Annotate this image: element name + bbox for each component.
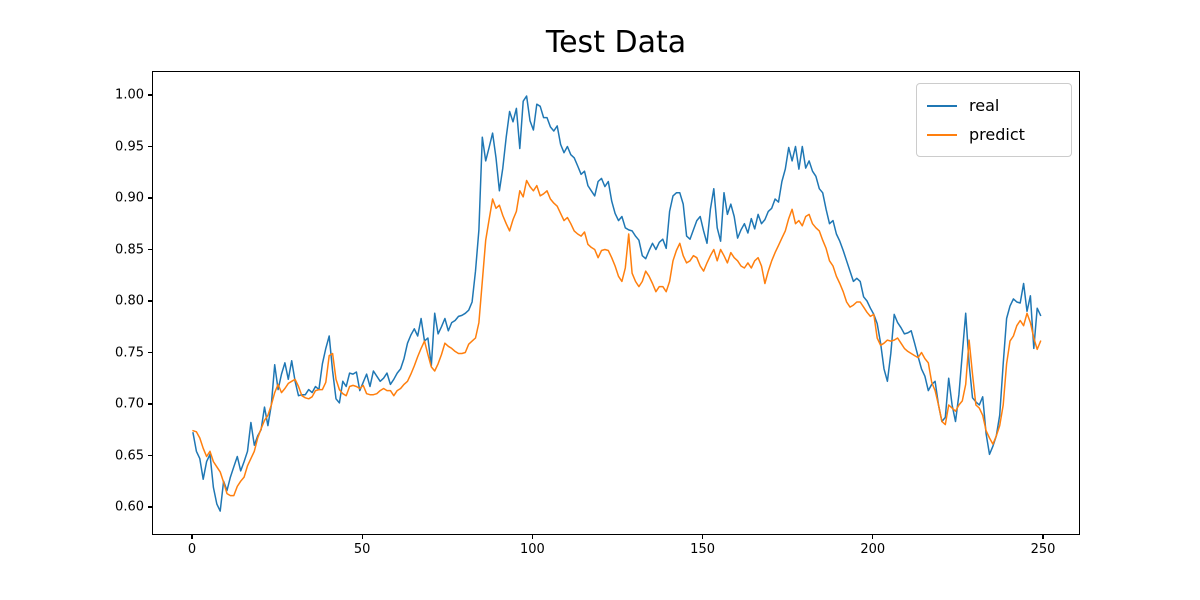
y-axis-tick-label: 0.65 (115, 448, 144, 463)
plot-area: real predict (152, 71, 1080, 535)
y-axis-tick-label: 0.85 (115, 242, 144, 257)
y-axis-tick-label: 0.95 (115, 139, 144, 154)
x-axis-tick-label: 150 (690, 542, 716, 557)
x-axis-tick (872, 535, 874, 539)
predict-line-swatch (927, 133, 957, 136)
predict-line (192, 179, 1042, 497)
x-axis-tick-label: 50 (353, 542, 371, 557)
y-axis-tick (148, 145, 152, 148)
plot-canvas (192, 95, 1042, 512)
y-axis-tick (148, 197, 152, 199)
x-axis-tick (1042, 535, 1044, 539)
x-axis-tick-label: 250 (1030, 542, 1056, 557)
legend-label-predict: predict (969, 125, 1025, 144)
y-axis-tick (148, 351, 152, 354)
real-line-swatch (927, 104, 957, 107)
legend-label-real: real (969, 96, 1000, 115)
y-axis-tick-label: 0.75 (115, 345, 144, 360)
y-axis-tick-label: 0.70 (115, 396, 144, 412)
x-axis-tick (361, 535, 363, 539)
y-axis-tick (148, 506, 152, 508)
y-axis-tick (148, 94, 152, 96)
y-axis-tick-label: 1.00 (115, 87, 144, 103)
real-line (192, 95, 1042, 512)
y-axis-tick (148, 300, 152, 302)
chart-title: Test Data (545, 25, 687, 60)
y-axis-tick (148, 248, 152, 251)
legend-item-predict: predict (927, 120, 1059, 149)
y-axis-tick (148, 403, 152, 405)
x-axis-tick (702, 535, 704, 539)
y-axis-tick-label: 0.60 (115, 499, 144, 515)
y-axis-tick (148, 454, 152, 457)
legend: real predict (916, 83, 1072, 157)
x-axis-tick-label: 200 (860, 542, 886, 557)
x-axis-tick (191, 535, 193, 539)
y-axis-tick-label: 0.80 (115, 293, 144, 309)
x-axis-tick-label: 100 (519, 542, 545, 557)
legend-item-real: real (927, 91, 1059, 120)
x-axis-tick-label: 0 (187, 542, 197, 557)
y-axis-tick-label: 0.90 (115, 190, 144, 206)
x-axis-tick (531, 535, 533, 539)
